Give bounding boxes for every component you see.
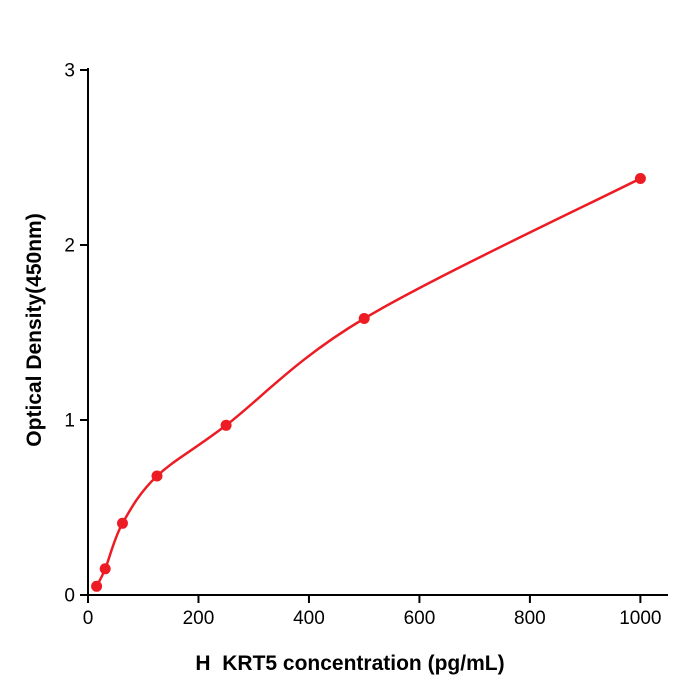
data-point	[99, 563, 111, 575]
data-point	[220, 419, 232, 431]
y-tick-label: 1	[64, 411, 75, 432]
data-point	[91, 580, 103, 592]
fit-curve	[95, 177, 641, 587]
x-tick-label: 1000	[619, 608, 661, 629]
x-tick-label: 200	[183, 608, 215, 629]
axes	[87, 68, 668, 596]
y-tick-label: 2	[64, 236, 75, 257]
y-axis-label: Optical Density(450nm)	[23, 213, 46, 447]
data-point	[634, 173, 646, 184]
x-tick-label: 600	[404, 608, 436, 629]
data-points	[91, 173, 646, 592]
fit-curve-path	[95, 177, 641, 587]
y-tick-label: 0	[64, 586, 75, 607]
x-axis-label: H KRT5 concentration (pg/mL)	[195, 652, 505, 675]
data-point	[151, 470, 163, 482]
x-tick-label: 800	[514, 608, 546, 629]
x-tick-label: 0	[83, 608, 94, 629]
y-tick-label: 3	[64, 61, 75, 82]
data-point	[358, 313, 370, 324]
data-point	[117, 517, 128, 529]
axis-lines	[87, 68, 668, 596]
ticks: 0 200 400 600 800 1000 0 1 2 3	[64, 61, 661, 630]
x-tick-label: 400	[293, 608, 325, 629]
